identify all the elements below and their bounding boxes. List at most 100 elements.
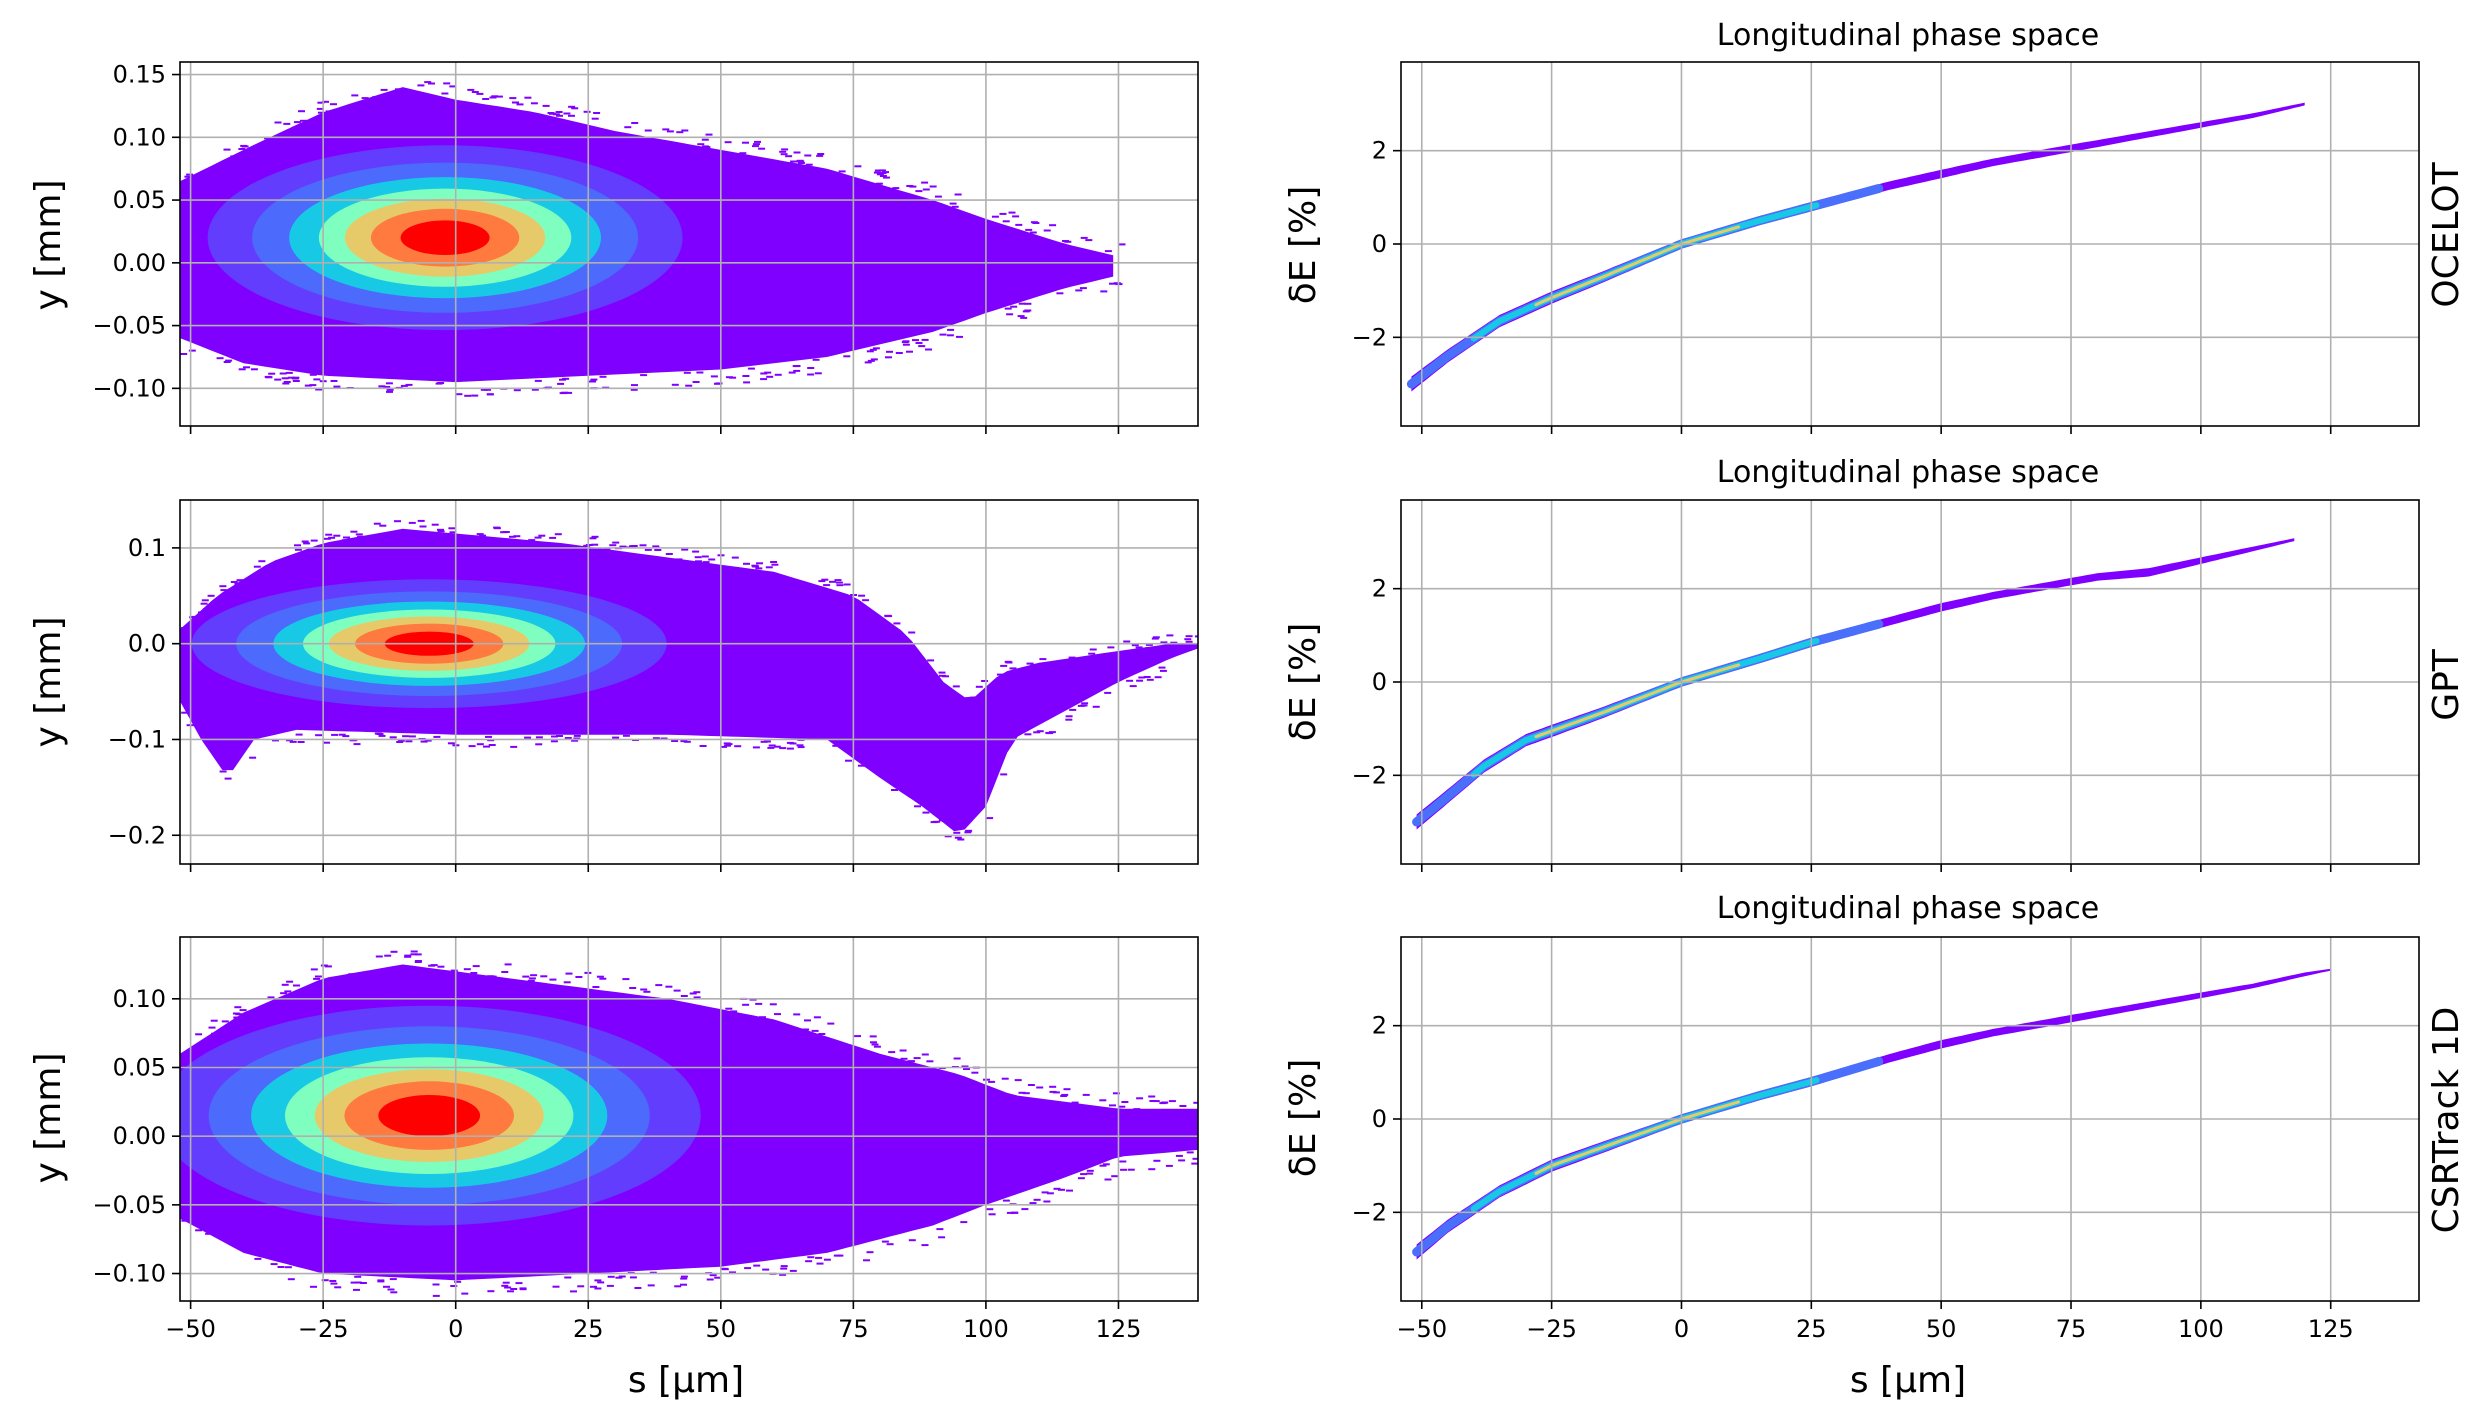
- fringe-particle: [561, 391, 569, 394]
- fringe-particle: [570, 1290, 577, 1293]
- xtick-label: 25: [1796, 1315, 1827, 1343]
- fringe-particle: [591, 535, 599, 538]
- fringe-particle: [535, 736, 543, 739]
- fringe-particle: [612, 541, 620, 544]
- fringe-particle: [380, 88, 388, 91]
- fringe-particle: [871, 1043, 879, 1046]
- fringe-particle: [449, 531, 457, 534]
- xtick-label: 125: [1096, 1315, 1142, 1343]
- fringe-particle: [1104, 250, 1112, 253]
- fringe-particle: [789, 1269, 797, 1272]
- fringe-particle: [281, 983, 289, 986]
- fringe-particle: [320, 964, 328, 967]
- fringe-particle: [816, 154, 824, 157]
- fringe-particle: [283, 122, 291, 125]
- fringe-particle: [1048, 731, 1056, 734]
- fringe-particle: [863, 1259, 870, 1262]
- fringe-particle: [211, 1032, 219, 1035]
- fringe-particle: [316, 107, 324, 110]
- fringe-particle: [592, 986, 600, 988]
- grid: [180, 62, 1198, 426]
- fringe-particle: [873, 171, 881, 174]
- fringe-particle: [484, 388, 491, 391]
- fringe-particle: [674, 1285, 682, 1288]
- lps-core-inner: [1534, 1100, 1741, 1175]
- ytick-label: −0.05: [92, 1191, 166, 1219]
- fringe-particle: [234, 1006, 242, 1009]
- fringe-particle: [450, 1285, 458, 1287]
- fringe-particle: [701, 555, 709, 558]
- grid: [1401, 500, 2419, 864]
- xlabel-lps: s [µm]: [1850, 1360, 1966, 1401]
- fringe-particle: [612, 736, 620, 739]
- xtick-label: 50: [1926, 1315, 1957, 1343]
- fringe-particle: [634, 1287, 642, 1289]
- fringe-particle: [883, 176, 890, 179]
- fringe-particle: [705, 133, 713, 136]
- ylabel-lps-ocelot: δE [%]: [1283, 186, 1324, 305]
- fringe-particle: [428, 82, 435, 85]
- fringe-particle: [694, 556, 702, 559]
- fringe-particle: [1104, 691, 1112, 694]
- grid: [1401, 937, 2419, 1301]
- ytick-label: 2: [1372, 137, 1387, 165]
- ytick-label: 0.15: [113, 61, 166, 89]
- fringe-particle: [488, 744, 496, 746]
- fringe-particle: [180, 353, 188, 355]
- fringe-particle: [758, 147, 766, 150]
- fringe-particle: [1021, 1208, 1029, 1211]
- fringe-particle: [400, 384, 408, 387]
- fringe-particle: [1119, 1160, 1127, 1163]
- fringe-particle: [797, 746, 805, 749]
- fringe-particle: [823, 1258, 831, 1261]
- fringe-particle: [325, 110, 333, 113]
- fringe-particle: [752, 565, 760, 568]
- fringe-particle: [207, 604, 214, 607]
- fringe-particle: [599, 977, 607, 980]
- xtick-label: 100: [2178, 1315, 2224, 1343]
- fringe-particle: [355, 533, 363, 536]
- fringe-particle: [291, 126, 299, 129]
- fringe-particle: [845, 759, 852, 762]
- fringe-particle: [629, 987, 637, 989]
- fringe-particle: [1136, 1097, 1144, 1100]
- fringe-particle: [609, 544, 617, 547]
- fringe-particle: [921, 181, 929, 184]
- fringe-particle: [571, 739, 579, 742]
- fringe-particle: [249, 756, 257, 759]
- fringe-particle: [747, 367, 755, 370]
- fringe-particle: [752, 145, 759, 148]
- fringe-particle: [583, 110, 591, 113]
- fringe-particle: [899, 1049, 907, 1052]
- fringe-particle: [377, 1279, 385, 1282]
- fringe-particle: [383, 1285, 390, 1288]
- fringe-particle: [857, 764, 865, 767]
- fringe-particle: [1175, 1154, 1183, 1157]
- fringe-particle: [342, 735, 350, 738]
- fringe-particle: [389, 1278, 397, 1281]
- fringe-particle: [515, 1282, 523, 1285]
- fringe-particle: [357, 535, 365, 538]
- panel-lps-csrtrack: −50 −25 0 25 50 75 100 125 −2 0 2: [1352, 936, 2420, 1343]
- fringe-particle: [986, 1208, 994, 1211]
- fringe-particle: [1080, 1173, 1088, 1176]
- fringe-particle: [906, 185, 914, 187]
- fringe-particle: [673, 989, 681, 992]
- fringe-particle: [1080, 236, 1088, 239]
- fringe-particle: [951, 205, 959, 208]
- ylabel-yz-csrtrack: y [mm]: [28, 1053, 69, 1184]
- fringe-particle: [210, 1019, 218, 1022]
- fringe-particle: [1025, 228, 1033, 231]
- fringe-particle: [971, 1071, 979, 1074]
- lps-core-inner: [1534, 225, 1741, 307]
- density-level-6: [400, 220, 490, 255]
- fringe-particle: [788, 371, 796, 374]
- fringe-particle: [284, 990, 292, 993]
- lps-band: [1416, 968, 2331, 1260]
- fringe-particle: [1107, 646, 1115, 649]
- ytick-label: 0.10: [113, 985, 166, 1013]
- fringe-particle: [957, 838, 965, 841]
- plot-area: [180, 519, 1198, 841]
- fringe-particle: [417, 519, 425, 522]
- fringe-particle: [804, 154, 812, 157]
